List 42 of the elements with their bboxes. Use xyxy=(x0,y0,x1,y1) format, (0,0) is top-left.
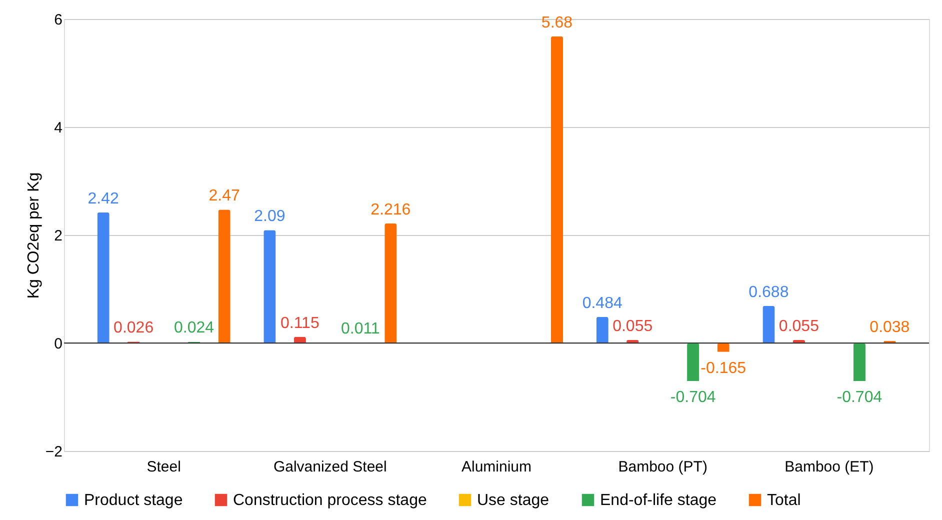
data-label: 0.688 xyxy=(748,284,789,301)
x-tick-label: Bamboo (ET) xyxy=(784,458,874,476)
data-label: 2.09 xyxy=(254,208,286,226)
data-label: 0.024 xyxy=(174,320,214,337)
legend-label: Construction process stage xyxy=(233,492,427,509)
legend-label: Product stage xyxy=(84,492,183,509)
y-tick-label: 2 xyxy=(54,228,62,244)
data-label: -0.704 xyxy=(836,389,882,406)
bar xyxy=(218,210,230,343)
legend-label: Use stage xyxy=(477,492,550,509)
data-label: 0.011 xyxy=(340,320,380,338)
x-tick-label: Aluminium xyxy=(461,458,532,476)
x-tick-label: Bamboo (PT) xyxy=(618,458,708,476)
bar xyxy=(687,343,700,382)
bar xyxy=(97,212,110,343)
data-label: -0.704 xyxy=(670,389,716,406)
y-axis-title: Kg CO2eq per Kg xyxy=(25,172,42,299)
data-label: -0.165 xyxy=(700,360,746,377)
data-label: 0.055 xyxy=(778,318,820,336)
bar xyxy=(550,36,564,343)
y-tick-label: −2 xyxy=(45,444,62,460)
x-tick-label: Galvanized Steel xyxy=(273,458,387,476)
data-label: 2.42 xyxy=(88,190,119,208)
data-label: 0.115 xyxy=(280,314,320,332)
bar xyxy=(264,230,276,343)
y-tick-label: 0 xyxy=(54,336,62,352)
data-label: 2.216 xyxy=(370,201,411,218)
data-label: 0.055 xyxy=(612,318,653,336)
legend-label: Total xyxy=(767,492,801,509)
y-tick-label: 6 xyxy=(54,12,62,28)
data-label: 0.484 xyxy=(582,294,622,312)
bar xyxy=(853,343,866,382)
bar xyxy=(596,316,608,343)
data-label: 0.038 xyxy=(870,318,910,336)
y-tick-label: 4 xyxy=(54,120,62,136)
legend-label: End-of-life stage xyxy=(600,492,717,509)
x-tick-label: Steel xyxy=(146,458,181,476)
bar xyxy=(762,306,775,343)
bar xyxy=(384,223,397,343)
data-label: 5.68 xyxy=(541,14,573,32)
data-label: 2.47 xyxy=(208,188,240,205)
data-label: 0.026 xyxy=(114,320,154,337)
